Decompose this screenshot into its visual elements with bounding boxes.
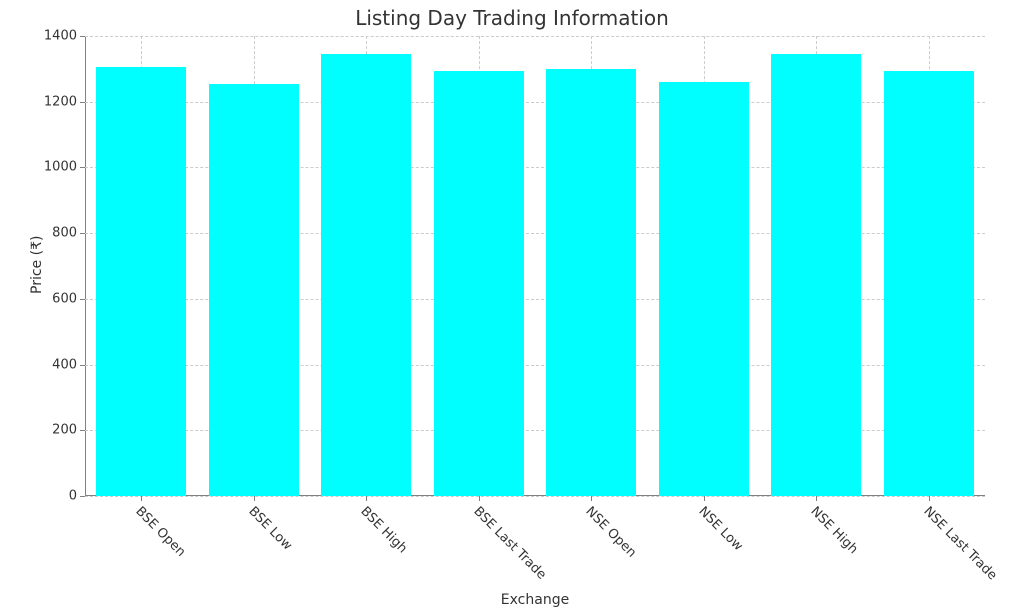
x-tick-mark xyxy=(141,496,142,501)
y-tick-label: 1000 xyxy=(44,160,77,175)
x-tick-label: BSE Last Trade xyxy=(470,504,549,583)
x-tick-mark xyxy=(479,496,480,501)
y-tick-label: 0 xyxy=(69,489,77,504)
y-tick-mark xyxy=(80,496,85,497)
x-tick-label: BSE Open xyxy=(133,504,189,560)
bar xyxy=(884,71,974,497)
y-tick-mark xyxy=(80,167,85,168)
x-tick-mark xyxy=(591,496,592,501)
bar xyxy=(209,84,299,496)
x-tick-mark xyxy=(366,496,367,501)
y-axis-line xyxy=(85,36,86,496)
bar xyxy=(434,71,524,497)
grid-line-h xyxy=(85,36,985,37)
bar xyxy=(771,54,861,496)
plot-area: 0200400600800100012001400BSE OpenBSE Low… xyxy=(85,36,985,496)
bar xyxy=(96,67,186,496)
x-tick-mark xyxy=(816,496,817,501)
y-tick-label: 1400 xyxy=(44,29,77,44)
y-tick-label: 400 xyxy=(52,357,77,372)
x-tick-mark xyxy=(704,496,705,501)
y-tick-mark xyxy=(80,430,85,431)
x-tick-label: BSE Low xyxy=(245,504,294,553)
x-tick-mark xyxy=(929,496,930,501)
bar xyxy=(321,54,411,496)
x-tick-label: NSE Open xyxy=(583,504,640,561)
y-tick-mark xyxy=(80,299,85,300)
y-tick-mark xyxy=(80,36,85,37)
grid-line-h xyxy=(85,496,985,497)
bar xyxy=(659,82,749,496)
figure: Listing Day Trading Information 02004006… xyxy=(0,0,1024,614)
y-tick-label: 200 xyxy=(52,423,77,438)
y-tick-label: 600 xyxy=(52,291,77,306)
bar xyxy=(546,69,636,496)
x-tick-label: NSE Low xyxy=(695,504,745,554)
y-axis-label: Price (₹) xyxy=(29,236,45,294)
x-tick-label: BSE High xyxy=(358,504,410,556)
x-tick-label: NSE High xyxy=(808,504,861,557)
y-tick-mark xyxy=(80,233,85,234)
x-tick-label: NSE Last Trade xyxy=(920,504,999,583)
x-tick-mark xyxy=(254,496,255,501)
x-axis-label: Exchange xyxy=(85,592,985,608)
chart-title: Listing Day Trading Information xyxy=(0,6,1024,30)
y-tick-label: 1200 xyxy=(44,94,77,109)
y-tick-mark xyxy=(80,102,85,103)
y-tick-label: 800 xyxy=(52,226,77,241)
y-tick-mark xyxy=(80,365,85,366)
